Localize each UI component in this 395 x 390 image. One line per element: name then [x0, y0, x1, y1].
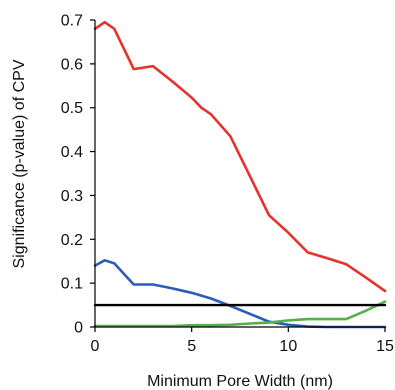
y-tick-label: 0.2 — [61, 232, 83, 249]
y-tick-label: 0.6 — [61, 56, 83, 73]
green-series-line — [93, 300, 387, 328]
x-tick-label: 10 — [279, 338, 297, 355]
x-axis-title: Minimum Pore Width (nm) — [147, 373, 333, 390]
red-series-line — [93, 20, 387, 293]
y-axis-title: Significance (p-value) of CPV — [11, 59, 28, 268]
y-tick-label: 0.7 — [61, 13, 83, 30]
tick-labels: 0 0.1 0.2 0.3 0.4 0.5 0.6 0.7 0 5 10 15 — [61, 13, 394, 356]
y-tick-label: 0 — [74, 320, 83, 337]
y-tick-label: 0.3 — [61, 188, 83, 205]
y-tick-label: 0.4 — [61, 144, 83, 161]
blue-series-line — [93, 258, 387, 329]
plot-series — [93, 20, 387, 329]
axes — [90, 19, 386, 332]
y-tick-label: 0.5 — [61, 100, 83, 117]
y-tick-label: 0.1 — [61, 276, 83, 293]
x-tick-label: 0 — [91, 338, 100, 355]
x-tick-label: 5 — [187, 338, 196, 355]
x-tick-label: 15 — [376, 338, 394, 355]
